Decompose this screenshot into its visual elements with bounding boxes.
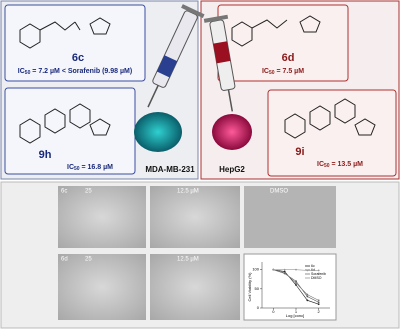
micro-label: DMSO	[270, 189, 288, 195]
x-axis-label: Log [conc]	[286, 313, 304, 318]
compound-id: 9i	[295, 146, 304, 158]
micrograph	[150, 186, 240, 248]
micrograph	[58, 254, 146, 320]
ic50: IC50 = 7.2 µM < Sorafenib (9.98 µM)	[18, 68, 132, 76]
cell-cluster	[134, 112, 182, 152]
ic50: IC50 = 7.5 µM	[262, 68, 304, 76]
chart-frame	[243, 253, 337, 321]
x-tick-label: 1	[295, 309, 298, 314]
data-point	[283, 271, 286, 274]
legend-label: DMSO	[311, 276, 322, 280]
data-point	[272, 268, 275, 271]
legend-label: 6d	[311, 268, 315, 272]
compound-box	[4, 87, 136, 175]
micrograph	[150, 254, 240, 320]
data-point	[317, 301, 320, 304]
y-axis-label: Cell Viability (%)	[247, 272, 252, 302]
compound-box	[267, 89, 397, 177]
micro-label: 6d	[61, 257, 68, 263]
compound-id: 6c	[72, 52, 84, 64]
micro-label: 12.5 µM	[177, 189, 199, 195]
data-point	[306, 299, 309, 302]
syringe	[203, 14, 236, 112]
data-point	[295, 280, 297, 283]
y-tick-label: 50	[255, 286, 260, 291]
data-point	[283, 268, 286, 271]
y-tick-label: 100	[252, 267, 259, 272]
micro-label: 12.5 µM	[177, 257, 199, 263]
y-tick-label: 0	[257, 305, 260, 310]
data-point	[295, 268, 297, 271]
micro-label: 6c	[61, 189, 67, 195]
micrograph	[58, 186, 146, 248]
ic50: IC50 = 13.5 µM	[317, 161, 363, 169]
micro-label: 25	[85, 189, 92, 195]
x-tick-label: 2	[318, 309, 321, 314]
cell-line: HepG2	[219, 165, 245, 174]
ic50: IC50 = 16.8 µM	[67, 164, 113, 172]
syringe	[147, 4, 205, 108]
data-point	[306, 295, 309, 298]
micrograph	[244, 186, 336, 248]
compound-id: 9h	[39, 149, 52, 161]
data-point	[306, 293, 309, 296]
cell-cluster	[212, 114, 252, 150]
data-point	[295, 282, 297, 284]
data-point	[317, 299, 320, 302]
x-tick-label: 0	[272, 309, 275, 314]
compound-id: 6d	[282, 52, 295, 64]
data-point	[317, 269, 320, 272]
data-point	[317, 303, 320, 306]
legend-label: Sorafenib	[311, 272, 326, 276]
micro-label: 25	[85, 257, 92, 263]
chemical-structure	[19, 15, 376, 144]
data-point	[306, 269, 309, 272]
data-point	[295, 284, 297, 286]
legend-label: 6c	[311, 264, 315, 268]
cell-line: MDA-MB-231	[145, 165, 195, 174]
